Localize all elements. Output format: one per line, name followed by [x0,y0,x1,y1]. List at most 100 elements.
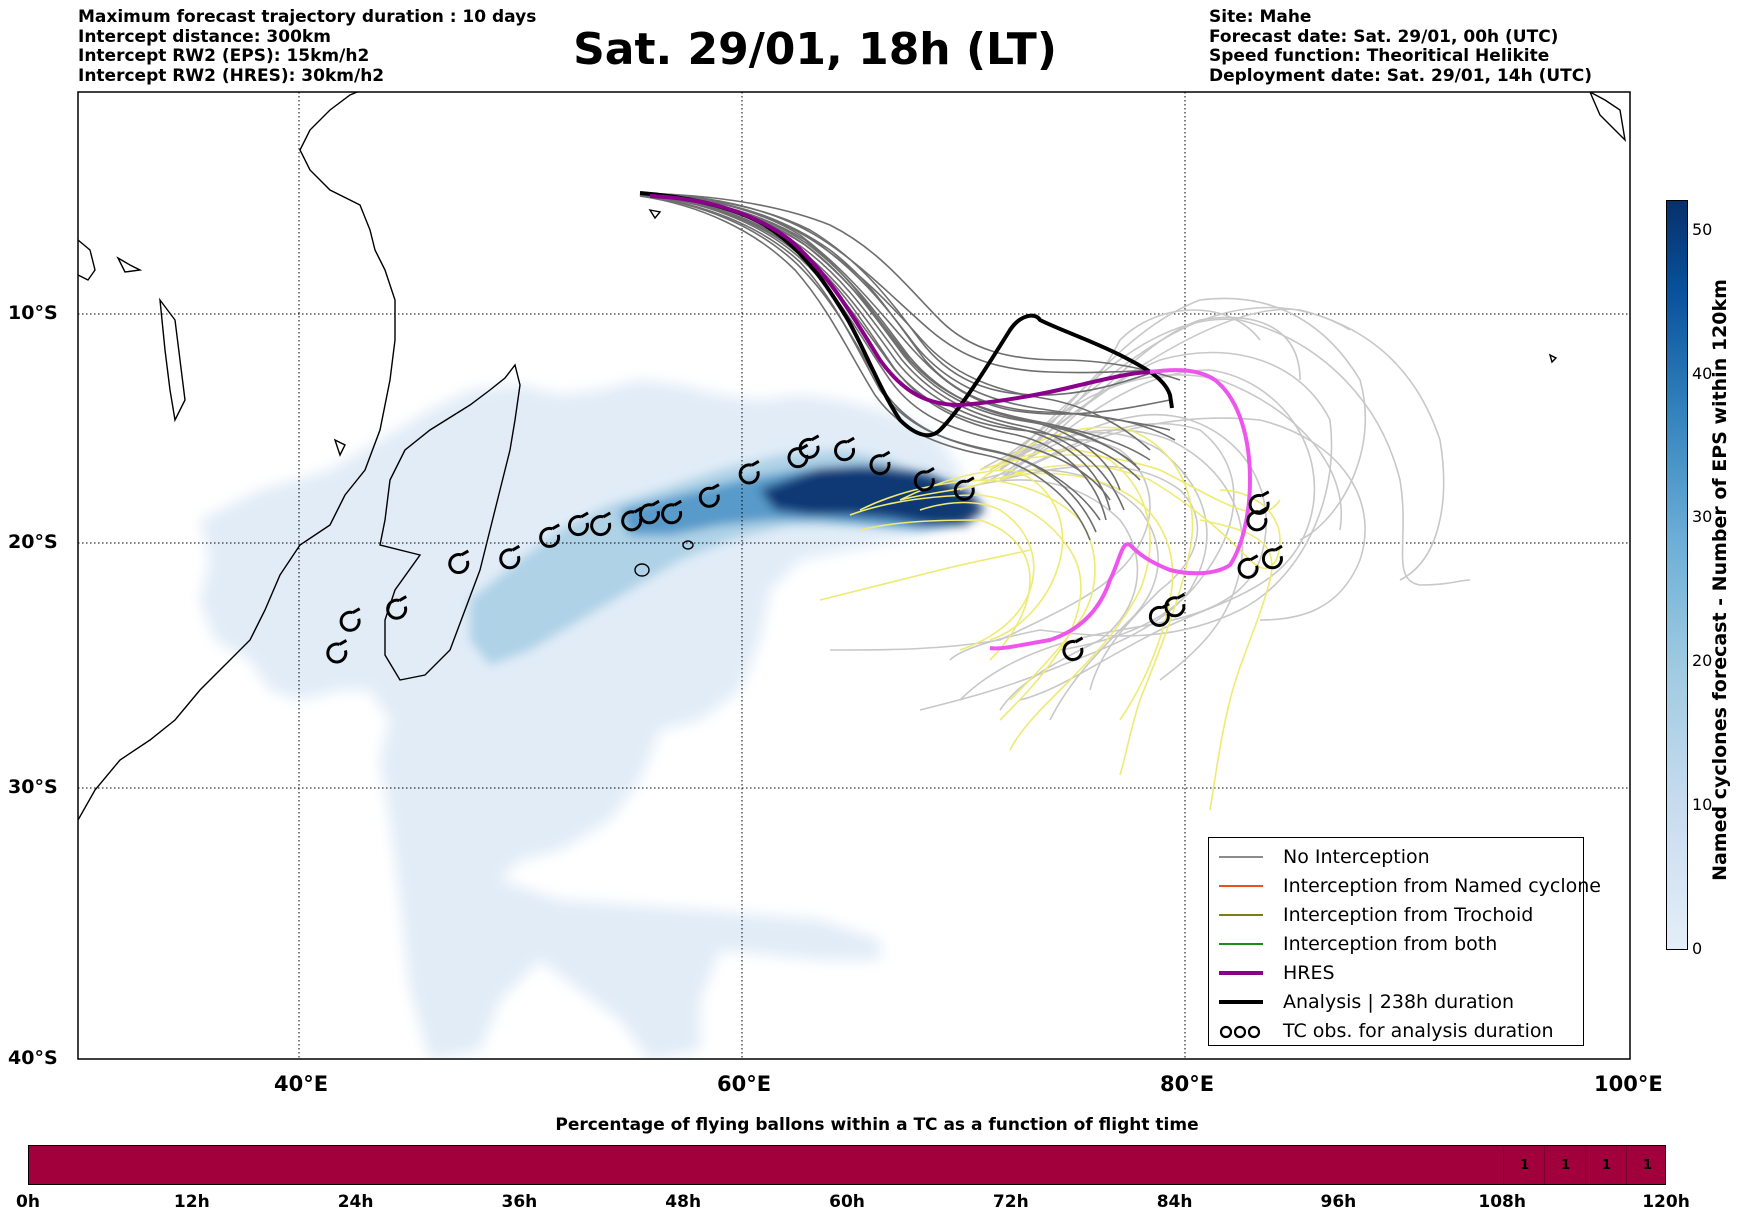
lat-label-10s: 10°S [8,302,58,324]
tc-symbol-icon [1219,1025,1261,1039]
trochoid-tracks [819,426,1281,811]
africa-coast [78,92,396,821]
legend-label: Interception from Named cyclone [1283,875,1601,897]
legend-label: Analysis | 238h duration [1283,991,1515,1013]
legend-swatch [1219,914,1263,916]
percentage-cell-value: 1 [1585,1146,1627,1184]
tc-obs-marker [1237,554,1259,579]
tc-obs-marker [798,434,820,459]
lat-label-20s: 20°S [8,531,58,553]
percentage-cell-value: 1 [1503,1146,1545,1184]
lat-label-30s: 30°S [8,776,58,798]
lon-label-100e: 100°E [1594,1072,1663,1096]
time-tick-label: 36h [501,1192,538,1212]
map-frame [77,91,1631,1060]
no-interception-tracks [639,192,1181,541]
legend-item-named-cyclone: Interception from Named cyclone [1219,873,1601,899]
density-peak [760,466,985,525]
lon-label-40e: 40°E [274,1072,329,1096]
hres-track [649,194,1151,407]
tc-obs-marker [1246,506,1268,532]
coastlines [78,92,1627,821]
coast-fragment [78,239,96,281]
map-legend: No Interception Interception from Named … [1208,837,1601,1046]
percentage-cell-value: 1 [1626,1146,1668,1184]
time-tick-label: 84h [1156,1192,1193,1212]
island [634,563,650,577]
header-left-line: Maximum forecast trajectory duration : 1… [78,7,537,27]
header-right-line: Speed function: Theoritical Helikite [1209,46,1550,66]
tc-obs-marker [539,523,561,548]
colorbar-tick-label: 20 [1692,651,1713,671]
island [1548,353,1558,364]
madagascar-coast [379,363,521,681]
legend-swatch [1219,971,1263,975]
tc-obs-marker [738,460,760,485]
time-tick-label: 108h [1478,1192,1526,1212]
percentage-cell-value: 1 [1544,1146,1586,1184]
legend-swatch [1219,943,1263,945]
tc-obs-marker [1248,490,1270,515]
time-tick-label: 0h [16,1192,40,1212]
density-low [200,380,965,1059]
header-right-info: Site: Mahe Forecast date: Sat. 29/01, 00… [1209,7,1592,86]
tc-obs-marker [1164,592,1186,618]
lon-label-80e: 80°E [1160,1072,1215,1096]
legend-swatch [1219,1000,1263,1004]
legend-swatch [1219,885,1263,887]
legend-swatch [1219,856,1263,858]
cyclone-density-field [200,380,965,1059]
legend-item-hres: HRES [1219,960,1335,986]
tc-obs-marker [661,499,683,525]
legend-item-no-interception: No Interception [1219,844,1430,870]
tc-obs-marker [638,499,660,525]
tc-obs-marker [1261,544,1283,570]
header-left-line: Intercept RW2 (HRES): 30km/h2 [78,65,385,86]
analysis-track [639,191,1174,438]
tc-obs-marker [698,483,720,508]
legend-item-both: Interception from both [1219,931,1497,957]
time-tick-label: 96h [1320,1192,1357,1212]
tc-obs-marker [567,511,589,537]
tc-obs-marker [326,639,348,664]
hres-track-extension [989,368,1252,651]
tc-obs-marker [869,450,891,476]
tc-obs-marker [953,476,975,501]
bottom-bar-title: Percentage of flying ballons within a TC… [555,1115,1199,1135]
coast-fragment [1589,92,1627,143]
time-tick-label: 120h [1642,1192,1690,1212]
tc-obs-marker [590,511,612,537]
tc-obs-marker [787,443,809,469]
legend-label: HRES [1283,962,1335,984]
legend-item-trochoid: Interception from Trochoid [1219,902,1533,928]
tc-obs-marker [339,607,361,632]
tc-obs-marker [913,467,935,492]
header-left-line: Intercept RW2 (EPS): 15km/h2 [78,46,370,66]
island [682,540,694,550]
map-title: Sat. 29/01, 18h (LT) [573,24,1057,75]
tc-obs-markers [326,434,1283,664]
header-right-line: Site: Mahe [1209,7,1312,27]
tc-obs-marker [1062,636,1084,662]
coast-fragment [116,256,143,273]
coast-fragment [159,297,186,423]
time-tick-label: 24h [337,1192,374,1212]
lat-label-40s: 40°S [8,1047,58,1069]
time-tick-label: 72h [992,1192,1029,1212]
legend-label: Interception from both [1283,933,1498,955]
colorbar [1666,200,1688,950]
tc-obs-marker [834,436,856,462]
tc-obs-marker [448,549,470,575]
colorbar-tick-label: 30 [1692,507,1713,527]
island [333,438,346,457]
colorbar-tick-label: 50 [1692,219,1713,239]
colorbar-label: Named cyclones forecast - Number of EPS … [1709,279,1731,881]
legend-label: Interception from Trochoid [1283,904,1534,926]
legend-label: No Interception [1283,846,1430,868]
legend-item-analysis: Analysis | 238h duration [1219,989,1514,1015]
lon-label-60e: 60°E [717,1072,772,1096]
colorbar-tick-label: 40 [1692,363,1713,383]
colorbar-tick-label: 10 [1692,795,1713,815]
